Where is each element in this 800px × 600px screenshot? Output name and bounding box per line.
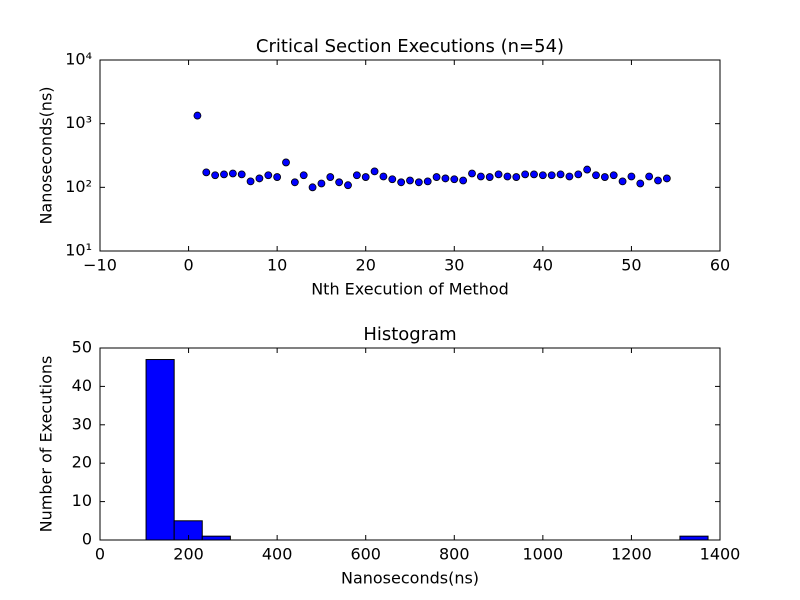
plot-frame — [99, 347, 721, 541]
data-point — [299, 171, 308, 180]
hist-bar — [679, 535, 709, 541]
data-point — [282, 158, 290, 167]
x-tick-label: 200 — [173, 545, 204, 564]
data-point — [583, 165, 592, 174]
y-tick-label: 50 — [72, 338, 92, 357]
x-tick-label: 1400 — [700, 545, 741, 564]
data-point — [654, 176, 662, 185]
x-tick-label: 1000 — [522, 545, 563, 564]
y-axis-label: Number of Executions — [37, 356, 56, 533]
data-point — [246, 177, 255, 186]
data-point — [308, 183, 317, 192]
data-point — [636, 179, 645, 188]
data-point — [193, 111, 202, 120]
data-point — [237, 170, 246, 179]
chart-title: Critical Section Executions (n=54) — [256, 36, 564, 57]
data-point — [609, 171, 618, 180]
y-tick-label: 10 — [72, 491, 92, 510]
data-point — [592, 171, 600, 180]
x-axis-label: Nanoseconds(ns) — [341, 569, 479, 588]
x-axis-label: Nth Execution of Method — [311, 280, 509, 299]
data-point — [397, 178, 406, 187]
data-point — [476, 172, 485, 181]
data-point — [574, 170, 583, 179]
data-point — [600, 173, 609, 181]
data-point — [556, 170, 565, 179]
x-tick-label: 20 — [356, 256, 376, 275]
x-tick-label: 50 — [621, 256, 641, 275]
data-point — [264, 171, 273, 180]
data-point — [228, 169, 237, 178]
data-point — [565, 172, 574, 181]
data-point — [317, 179, 326, 188]
x-tick-label: −10 — [83, 256, 117, 275]
hist-bar — [201, 535, 231, 541]
data-point — [335, 178, 344, 187]
data-point — [370, 167, 379, 176]
x-tick-label: 10 — [267, 256, 287, 275]
data-point — [512, 173, 521, 181]
data-point — [503, 172, 512, 181]
data-point — [220, 170, 228, 179]
data-point — [326, 173, 335, 181]
data-point — [361, 173, 370, 181]
x-tick-label: 30 — [444, 256, 464, 275]
x-tick-label: 0 — [95, 545, 105, 564]
y-tick-label: 10² — [65, 177, 92, 196]
data-point — [290, 178, 299, 187]
data-point — [645, 172, 654, 181]
data-point — [459, 176, 468, 185]
x-tick-label: 60 — [710, 256, 730, 275]
y-tick-label: 20 — [72, 453, 92, 472]
data-point — [618, 177, 627, 186]
data-point — [530, 170, 538, 179]
data-point — [468, 169, 476, 178]
x-tick-label: 40 — [533, 256, 553, 275]
data-point — [414, 178, 423, 187]
y-axis-label: Nanoseconds(ns) — [37, 86, 56, 224]
plot-frame — [99, 59, 721, 252]
data-point — [273, 173, 282, 181]
chart-title: Histogram — [363, 324, 456, 345]
x-tick-label: 0 — [183, 256, 193, 275]
data-point — [662, 174, 671, 183]
data-point — [202, 168, 211, 177]
data-point — [521, 170, 530, 179]
data-point — [494, 170, 503, 179]
data-point — [388, 175, 397, 184]
y-tick-label: 30 — [72, 414, 92, 433]
data-point — [423, 177, 432, 186]
x-tick-label: 800 — [439, 545, 470, 564]
data-point — [379, 172, 388, 181]
data-point — [432, 173, 441, 181]
data-point — [450, 175, 459, 184]
data-point — [406, 176, 414, 185]
y-tick-label: 0 — [82, 530, 92, 549]
data-point — [344, 181, 352, 190]
data-point — [352, 171, 361, 180]
data-point — [441, 174, 450, 183]
data-point — [627, 172, 636, 181]
x-tick-label: 600 — [350, 545, 381, 564]
data-point — [538, 171, 547, 180]
data-point — [211, 171, 220, 180]
data-point — [547, 171, 556, 180]
y-tick-label: 40 — [72, 376, 92, 395]
data-point — [485, 173, 494, 181]
data-point — [255, 174, 264, 183]
y-tick-label: 10¹ — [65, 241, 92, 260]
hist-bar — [145, 359, 175, 541]
x-tick-label: 1200 — [611, 545, 652, 564]
y-tick-label: 10³ — [65, 113, 92, 132]
x-tick-label: 400 — [262, 545, 293, 564]
y-tick-label: 10⁴ — [65, 50, 92, 69]
